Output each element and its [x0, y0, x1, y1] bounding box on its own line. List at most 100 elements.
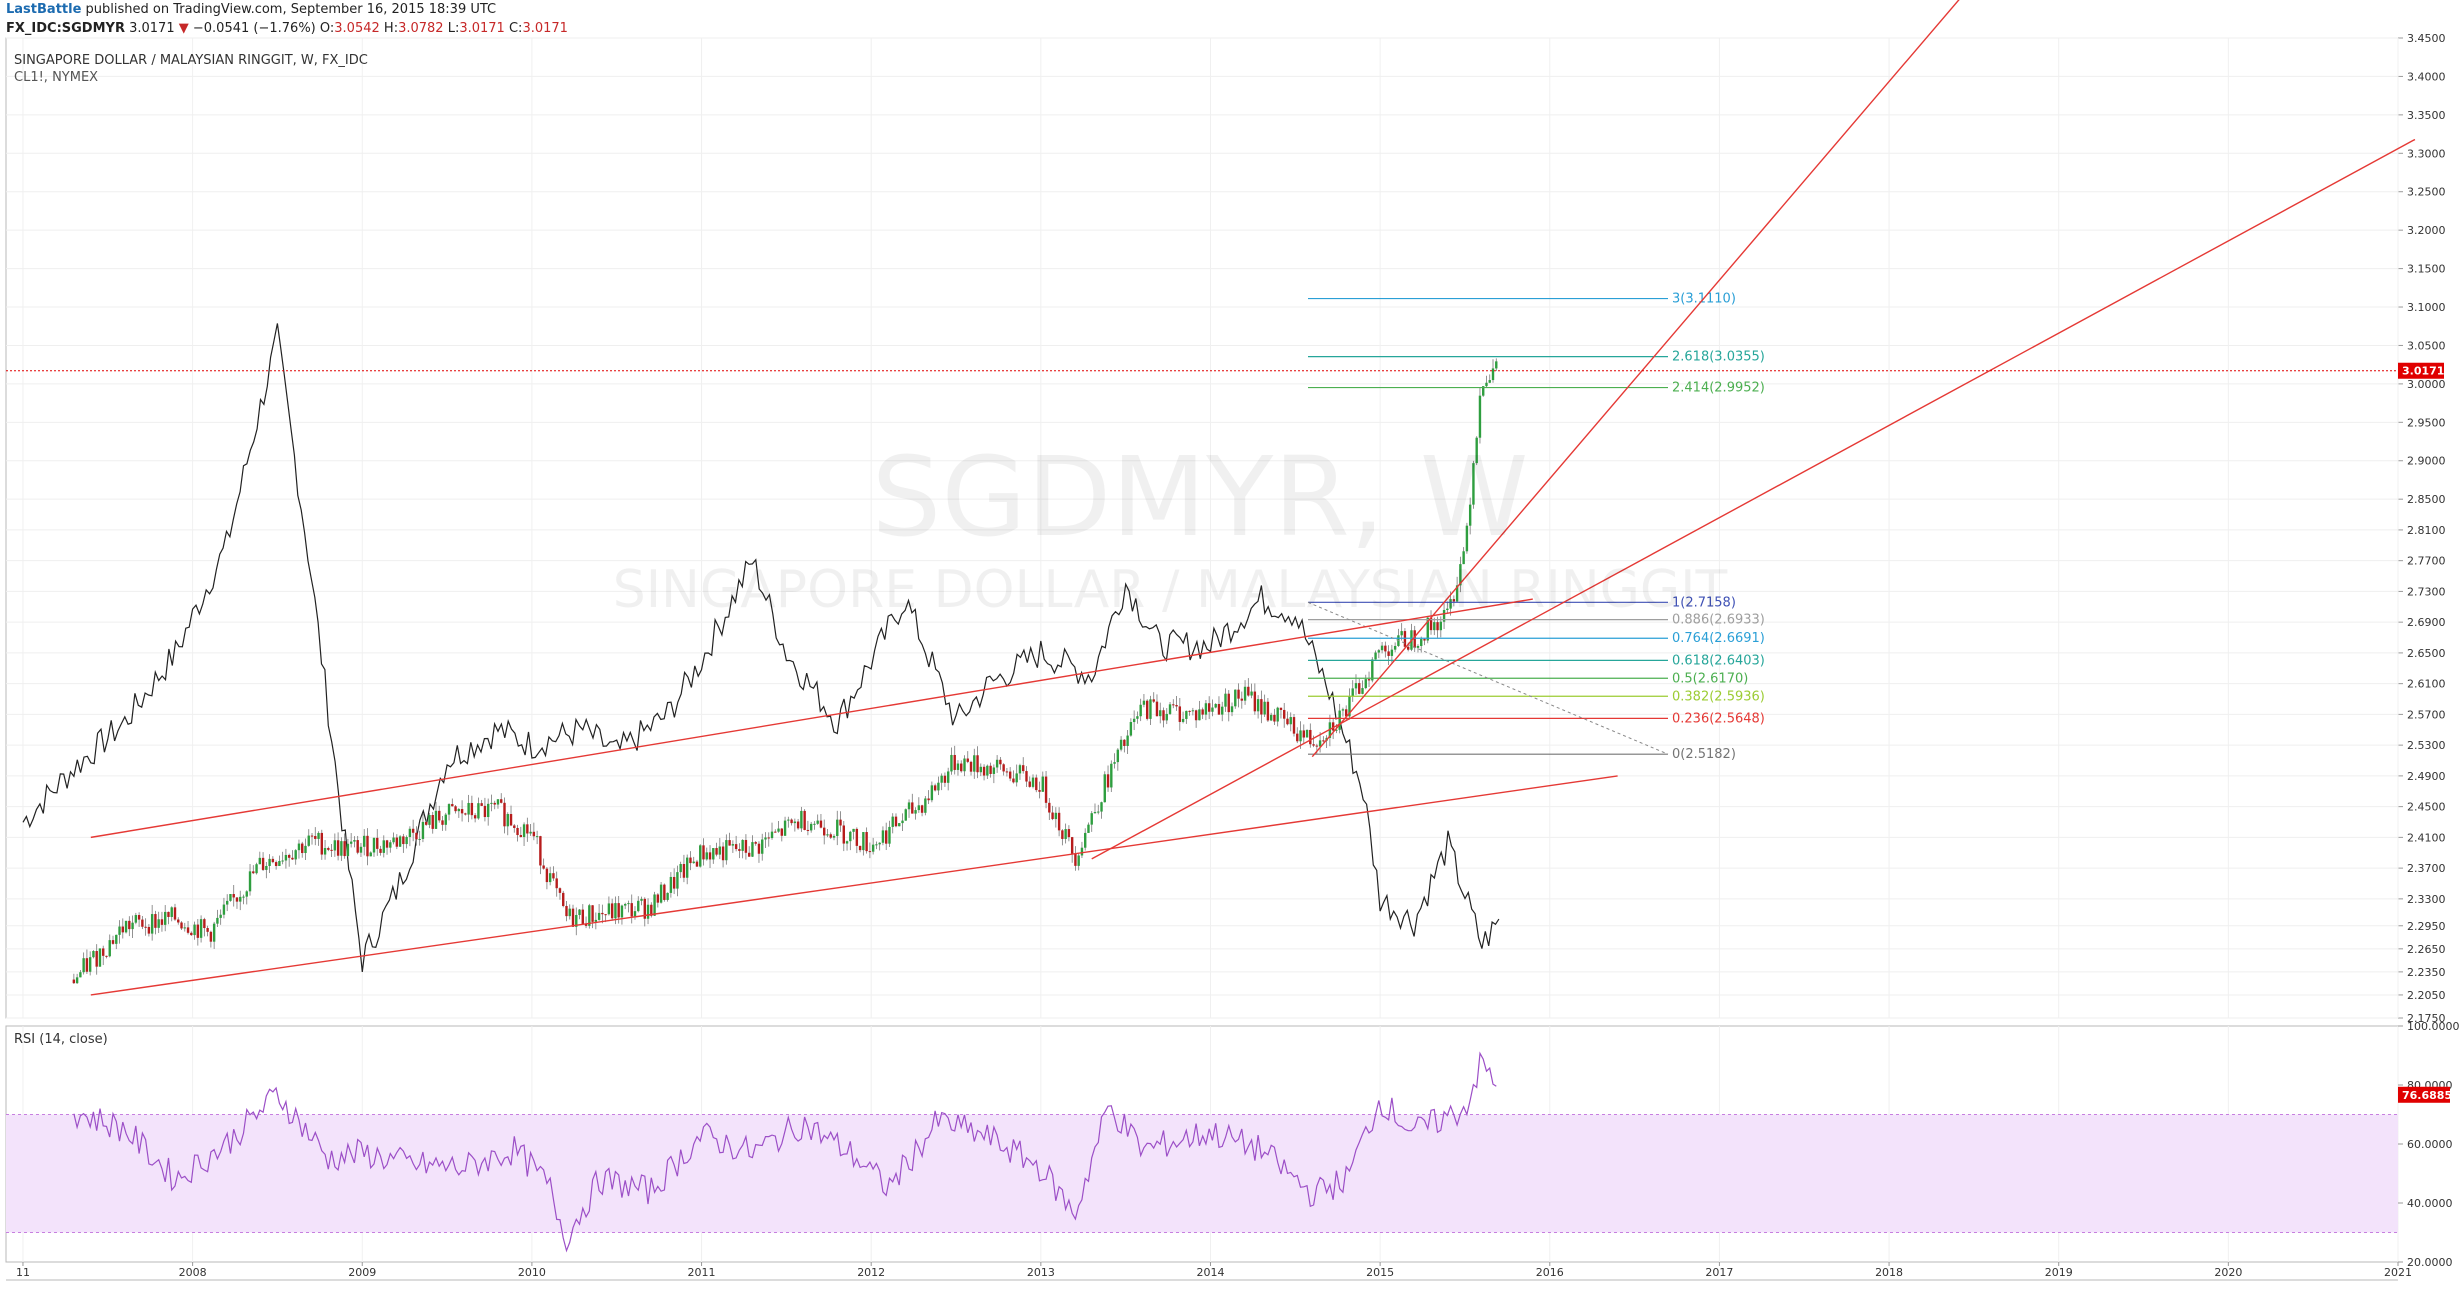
candle-up	[1289, 717, 1292, 725]
candle-up	[973, 755, 976, 772]
author-link[interactable]: LastBattle	[6, 2, 82, 17]
candle-up	[255, 864, 258, 874]
low-value: 3.0171	[459, 21, 505, 36]
candles	[72, 358, 1498, 984]
candle-down	[747, 852, 751, 857]
candle-up	[1234, 689, 1237, 707]
candle-down	[196, 924, 200, 938]
candle-down	[261, 857, 265, 870]
candle-up	[1142, 700, 1146, 705]
candle-down	[1201, 709, 1204, 715]
candle-down	[235, 897, 239, 902]
trend-line	[1311, 0, 1960, 758]
candle-down	[1367, 679, 1371, 681]
rsi-panel[interactable]: 100.000080.000060.000040.000020.000076.6…	[5, 1020, 2460, 1269]
candle-down	[1309, 729, 1312, 745]
candle-up	[548, 873, 552, 883]
price-tick-label: 3.0000	[2407, 378, 2446, 391]
candle-up	[751, 842, 754, 857]
candle-up	[1165, 713, 1168, 721]
candle-up	[229, 894, 232, 901]
price-tick-label: 2.2350	[2407, 966, 2446, 979]
candle-up	[725, 840, 728, 861]
candle-up	[294, 850, 297, 860]
candle-up	[496, 799, 500, 805]
candle-up	[995, 759, 999, 768]
last-price-tag-label: 3.0171	[2402, 365, 2444, 378]
candle-down	[385, 840, 389, 848]
candle-up	[1126, 735, 1129, 746]
candle-up	[1132, 718, 1136, 723]
price-tick-label: 2.2650	[2407, 943, 2446, 956]
candle-up	[258, 857, 262, 865]
candle-up	[816, 820, 819, 824]
candle-up	[813, 823, 816, 825]
candle-up	[216, 917, 219, 924]
candle-down	[1247, 686, 1250, 696]
fib-level-label: 0.236(2.5648)	[1672, 711, 1765, 726]
candle-up	[836, 819, 839, 836]
candle-up	[624, 903, 627, 906]
candle-up	[1080, 847, 1084, 856]
rsi-value-tag	[2398, 1086, 2450, 1103]
candle-down	[780, 828, 784, 836]
candle-down	[177, 919, 180, 923]
candle-up	[946, 771, 950, 783]
candle-up	[607, 903, 611, 915]
candle-down	[480, 803, 483, 806]
candle-up	[1400, 631, 1403, 636]
candle-down	[160, 919, 164, 925]
candle-down	[314, 836, 317, 839]
candle-down	[1067, 829, 1071, 838]
candle-down	[1070, 837, 1074, 854]
candle-up	[1149, 699, 1152, 719]
candle-up	[307, 835, 310, 846]
price-tick-label: 3.0500	[2407, 339, 2446, 352]
candle-down	[855, 828, 859, 846]
candle-down	[1253, 691, 1257, 712]
candle-up	[92, 951, 95, 958]
candle-down	[571, 908, 575, 927]
candle-up	[614, 903, 617, 919]
candle-up	[862, 832, 865, 851]
candle-up	[317, 832, 320, 839]
candle-up	[522, 824, 526, 838]
candle-up	[979, 766, 983, 773]
candle-up	[1191, 710, 1195, 712]
candle-down	[1296, 733, 1299, 742]
candle-up	[418, 838, 421, 840]
candle-down	[1423, 639, 1426, 641]
price-tick-label: 2.6900	[2407, 616, 2446, 629]
candle-up	[297, 843, 301, 851]
time-tick-label: 2008	[179, 1266, 207, 1279]
time-tick-label: 2012	[857, 1266, 885, 1279]
candle-up	[242, 896, 245, 898]
candle-down	[721, 846, 725, 861]
candle-up	[761, 839, 764, 854]
candle-up	[1374, 652, 1377, 660]
candle-down	[203, 919, 206, 929]
candle-up	[594, 919, 598, 922]
candle-up	[800, 810, 803, 829]
candle-down	[728, 840, 731, 846]
candle-up	[1318, 740, 1322, 747]
candle-down	[144, 926, 147, 928]
candle-down	[343, 841, 346, 857]
candle-down	[356, 840, 359, 853]
candle-down	[933, 785, 937, 791]
candle-up	[346, 843, 350, 857]
price-panel[interactable]: 3.4500 3.4000 3.3500 3.3000 3.2500 3.2000 3.15…	[5, 0, 2446, 1025]
candle-down	[911, 802, 914, 814]
price-tick-label: 2.2050	[2407, 989, 2446, 1002]
candle-up	[1100, 802, 1103, 812]
candle-up	[245, 891, 248, 897]
candle-down	[601, 912, 604, 915]
candle-down	[565, 905, 568, 917]
candle-up	[193, 924, 196, 936]
candle-down	[209, 931, 213, 942]
candle-up	[731, 844, 735, 846]
candle-down	[1217, 703, 1221, 715]
candle-down	[137, 915, 141, 920]
candle-down	[1008, 771, 1012, 779]
